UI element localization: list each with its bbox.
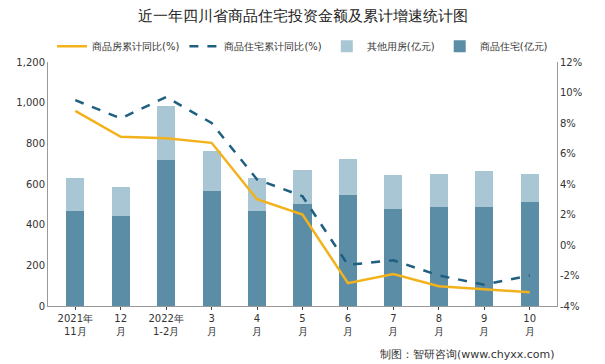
svg-text:2022年1-2月: 2022年1-2月 bbox=[148, 313, 183, 337]
svg-text:7月: 7月 bbox=[388, 313, 398, 337]
svg-text:近一年四川省商品住宅投资金额及累计增速统计图: 近一年四川省商品住宅投资金额及累计增速统计图 bbox=[138, 7, 468, 25]
svg-text:800: 800 bbox=[26, 138, 45, 149]
svg-text:10月: 10月 bbox=[523, 313, 536, 337]
svg-text:3月: 3月 bbox=[207, 313, 217, 337]
svg-text:12%: 12% bbox=[560, 57, 582, 68]
svg-text:其他用房(亿元): 其他用房(亿元) bbox=[367, 41, 435, 52]
svg-text:4%: 4% bbox=[560, 179, 576, 190]
svg-text:12月: 12月 bbox=[114, 313, 127, 337]
svg-text:制图：智研咨询(www.chyxx.com): 制图：智研咨询(www.chyxx.com) bbox=[380, 348, 555, 361]
svg-text:200: 200 bbox=[26, 260, 45, 271]
svg-text:2021年11月: 2021年11月 bbox=[58, 313, 93, 337]
svg-text:-4%: -4% bbox=[560, 301, 579, 312]
svg-text:商品住宅累计同比(%): 商品住宅累计同比(%) bbox=[224, 41, 321, 52]
svg-text:600: 600 bbox=[26, 179, 45, 190]
svg-text:6月: 6月 bbox=[343, 313, 353, 337]
svg-text:8月: 8月 bbox=[434, 313, 444, 337]
svg-text:9月: 9月 bbox=[479, 313, 489, 337]
svg-text:400: 400 bbox=[26, 219, 45, 230]
svg-text:2%: 2% bbox=[560, 209, 576, 220]
svg-text:1,200: 1,200 bbox=[16, 57, 45, 68]
svg-text:5月: 5月 bbox=[298, 313, 308, 337]
svg-text:-2%: -2% bbox=[560, 270, 579, 281]
svg-text:10%: 10% bbox=[560, 87, 582, 98]
svg-text:商品房累计同比(%): 商品房累计同比(%) bbox=[92, 41, 179, 52]
svg-text:1,000: 1,000 bbox=[16, 97, 45, 108]
svg-text:4月: 4月 bbox=[252, 313, 262, 337]
svg-text:商品住宅(亿元): 商品住宅(亿元) bbox=[480, 41, 548, 52]
svg-text:8%: 8% bbox=[560, 118, 576, 129]
svg-text:0: 0 bbox=[39, 301, 45, 312]
svg-text:0%: 0% bbox=[560, 240, 576, 251]
svg-text:6%: 6% bbox=[560, 148, 576, 159]
